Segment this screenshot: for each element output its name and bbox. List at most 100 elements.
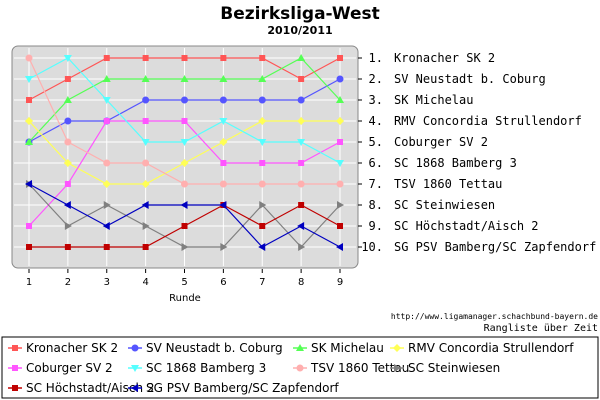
legend-item: SK Michelau	[293, 341, 384, 355]
data-point	[25, 54, 33, 62]
data-point	[258, 75, 267, 82]
legend-item: SC 1868 Bamberg 3	[128, 361, 266, 375]
data-point	[337, 55, 343, 61]
rank-label: 3.	[369, 93, 383, 107]
data-point	[220, 55, 227, 61]
legend-marker	[12, 345, 18, 351]
rank-team-label: TSV 1860 Tettau	[394, 177, 502, 191]
data-point	[180, 75, 189, 82]
data-point	[103, 118, 110, 124]
data-point	[103, 244, 110, 250]
data-point	[141, 75, 150, 82]
legend-item: SV Neustadt b. Coburg	[128, 341, 283, 355]
x-axis-label: Runde	[169, 293, 201, 304]
x-tick-label: 1	[26, 277, 32, 288]
data-point	[258, 117, 267, 125]
data-point	[26, 244, 32, 250]
data-point	[181, 223, 188, 229]
data-point	[297, 117, 306, 125]
data-point	[337, 139, 343, 145]
data-point	[219, 138, 228, 146]
legend-marker	[131, 365, 139, 372]
series-10	[25, 180, 343, 251]
legend-label: Coburger SV 2	[26, 361, 113, 375]
source-url: http://www.ligamanager.schachbund-bayern…	[391, 312, 598, 321]
legend-label: SV Neustadt b. Coburg	[146, 341, 283, 355]
rank-label: 6.	[369, 156, 383, 170]
data-point	[298, 202, 305, 208]
data-point	[219, 180, 227, 188]
data-point	[336, 96, 344, 103]
data-point	[180, 201, 188, 209]
legend-marker	[131, 384, 138, 392]
legend-label: SC 1868 Bamberg 3	[146, 361, 266, 375]
rank-team-label: Kronacher SK 2	[394, 51, 495, 65]
data-point	[103, 159, 111, 167]
legend-item: Kronacher SK 2	[8, 341, 118, 355]
data-point	[64, 138, 72, 146]
rank-labels: 1. Kronacher SK 2 2. SV Neustadt b. Coburg 3…	[358, 51, 596, 254]
series-5	[26, 118, 343, 229]
data-point	[181, 96, 188, 104]
series-7	[25, 54, 344, 188]
x-tick-label: 5	[181, 277, 187, 288]
data-point	[141, 201, 149, 209]
legend-label: Kronacher SK 2	[26, 341, 118, 355]
legend-item: SC Steinwiesen	[390, 361, 500, 375]
rank-label: 10.	[361, 240, 383, 254]
data-point	[298, 243, 306, 251]
data-point	[63, 55, 72, 62]
data-point	[103, 201, 111, 209]
data-point	[220, 160, 227, 166]
data-point	[141, 139, 150, 146]
data-point	[25, 76, 33, 83]
chart-title: Bezirksliga-West	[220, 4, 380, 24]
data-point	[336, 160, 344, 167]
rank-label: 9.	[369, 219, 383, 233]
legend-label: SC Höchstadt/Aisch 2	[26, 381, 155, 395]
data-point	[64, 181, 71, 187]
rank-label: 5.	[369, 135, 383, 149]
legend-marker	[12, 365, 18, 371]
chart-caption: Rangliste über Zeit	[484, 323, 598, 334]
legend-marker	[12, 385, 18, 391]
data-point	[259, 160, 266, 166]
plot-area	[11, 45, 359, 269]
data-point	[181, 55, 188, 61]
data-point	[337, 223, 343, 229]
data-point	[25, 180, 32, 188]
legend-label: SK Michelau	[311, 341, 384, 355]
data-point	[337, 201, 344, 209]
data-point	[258, 139, 267, 146]
legend-marker	[296, 344, 304, 351]
x-axis: 1 2 3 4 5 6 7 8 9	[26, 269, 343, 288]
series-6	[25, 55, 344, 167]
data-point	[297, 96, 305, 104]
x-tick-label: 9	[337, 277, 343, 288]
data-point	[219, 96, 227, 104]
data-point	[259, 223, 266, 229]
legend-label: SG PSV Bamberg/SC Zapfendorf	[146, 381, 339, 395]
rank-team-label: SG PSV Bamberg/SC Zapfendorf	[394, 240, 596, 254]
rank-label: 8.	[369, 198, 383, 212]
rank-team-label: SV Neustadt b. Coburg	[394, 72, 546, 86]
data-point	[297, 222, 305, 230]
data-point	[142, 244, 149, 250]
data-point	[102, 222, 110, 230]
data-point	[102, 180, 111, 188]
legend-marker	[394, 364, 401, 372]
data-point	[63, 159, 72, 167]
legend-item: SG PSV Bamberg/SC Zapfendorf	[128, 381, 339, 395]
series-3	[25, 54, 344, 145]
data-point	[336, 117, 344, 125]
legend-marker	[296, 364, 304, 372]
data-point	[297, 139, 306, 146]
data-point	[64, 76, 71, 82]
data-point	[181, 118, 188, 124]
legend-item: SC Höchstadt/Aisch 2	[8, 381, 155, 395]
data-point	[219, 118, 228, 125]
rank-label: 2.	[369, 72, 383, 86]
data-point	[219, 75, 228, 82]
data-point	[142, 96, 150, 104]
